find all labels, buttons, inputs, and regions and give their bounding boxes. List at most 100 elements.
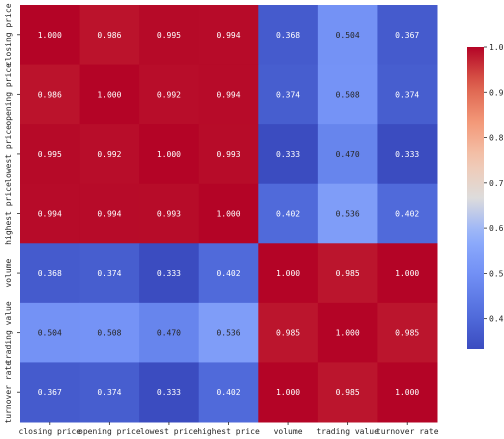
x-tick-label: highest price [197,427,260,436]
heatmap-cell [377,302,438,363]
heatmap-cell [377,183,438,244]
heatmap-cell [20,183,81,244]
heatmap-cells [20,5,438,423]
cell-value-label: 1.000 [395,269,419,278]
cell-value-label: 1.000 [395,388,419,397]
cell-value-label: 0.994 [97,210,121,219]
heatmap-cell [139,243,200,304]
cell-value-label: 0.333 [395,150,419,159]
cell-value-label: 0.333 [157,388,181,397]
cell-value-label: 0.986 [97,31,121,40]
cell-value-label: 0.536 [336,210,360,219]
cell-value-label: 0.994 [216,90,240,99]
y-tick-label: trading value [4,301,13,364]
cell-value-label: 0.992 [97,150,121,159]
y-tick-label: turnover rate [4,361,13,424]
cell-value-label: 0.402 [395,210,419,219]
cell-value-label: 0.993 [216,150,240,159]
heatmap-cell [198,5,259,66]
cell-value-label: 1.000 [276,388,300,397]
cell-value-label: 1.000 [216,210,240,219]
cell-value-label: 0.992 [157,90,181,99]
cell-value-label: 0.508 [97,329,121,338]
heatmap-cell [317,302,378,363]
heatmap-cell [258,243,319,304]
cell-value-label: 0.985 [336,388,360,397]
heatmap-cell [198,302,259,363]
cell-value-label: 1.000 [336,329,360,338]
heatmap-cell [377,362,438,423]
cell-value-label: 0.985 [395,329,419,338]
colorbar-gradient [467,47,484,349]
heatmap-cell [198,243,259,304]
heatmap-cell [198,362,259,423]
cell-value-label: 0.508 [336,90,360,99]
x-tick-label: volume [274,427,303,436]
x-tick-label: closing price [18,427,81,436]
cell-value-label: 0.402 [216,269,240,278]
heatmap-cell [198,124,259,185]
heatmap-cell [377,243,438,304]
heatmap-cell [258,362,319,423]
cell-value-label: 0.402 [276,210,300,219]
heatmap-cell [258,124,319,185]
cell-value-label: 0.994 [216,31,240,40]
colorbar-tick-label: 1.0 [489,43,504,52]
heatmap-cell [139,64,200,125]
cell-value-label: 0.504 [38,329,62,338]
heatmap-cell [317,124,378,185]
cell-value-label: 0.995 [157,31,181,40]
cell-value-label: 1.000 [38,31,62,40]
heatmap-cell [317,64,378,125]
cell-value-label: 1.000 [276,269,300,278]
cell-value-label: 0.333 [276,150,300,159]
cell-value-label: 0.367 [38,388,62,397]
y-tick-label: closing price [4,3,13,66]
heatmap-cell [139,183,200,244]
heatmap-cell [258,183,319,244]
y-tick-label: volume [4,258,13,287]
heatmap-cell [317,362,378,423]
cell-value-labels: 1.000 0.986 0.995 0.994 0.368 0.504 0.367 0.986… [38,31,420,397]
heatmap-cell [258,302,319,363]
x-tick-label: trading value [316,427,379,436]
colorbar-tick-label: 0.5 [489,269,504,278]
colorbar-tick-label: 0.7 [489,179,504,188]
cell-value-label: 0.504 [336,31,360,40]
colorbar: 0.4 0.5 0.6 0.7 0.8 0.9 1.0 [467,43,504,349]
cell-value-label: 0.374 [97,269,121,278]
colorbar-tick-label: 0.8 [489,134,504,143]
heatmap-cell [79,64,140,125]
heatmap-cell [20,302,81,363]
cell-value-label: 0.368 [38,269,62,278]
cell-value-label: 0.985 [336,269,360,278]
colorbar-tick-label: 0.9 [489,88,504,97]
x-tick-label: opening price [78,427,141,436]
heatmap-cell [377,124,438,185]
x-tick-label: lowest price [140,427,198,436]
heatmap-cell [20,64,81,125]
cell-value-label: 0.995 [38,150,62,159]
cell-value-label: 0.994 [38,210,62,219]
y-tick-label: highest price [4,182,13,245]
heatmap-cell [317,5,378,66]
heatmap-cell [20,124,81,185]
x-tick-label: turnover rate [376,427,439,436]
heatmap-cell [139,124,200,185]
heatmap-cell [258,64,319,125]
heatmap-cell [317,243,378,304]
cell-value-label: 0.374 [97,388,121,397]
cell-value-label: 0.993 [157,210,181,219]
heatmap-cell [79,5,140,66]
cell-value-label: 0.374 [276,90,300,99]
cell-value-label: 0.985 [276,329,300,338]
heatmap-cell [20,243,81,304]
heatmap-cell [79,302,140,363]
colorbar-tick-label: 0.6 [489,224,504,233]
cell-value-label: 0.402 [216,388,240,397]
cell-value-label: 0.986 [38,90,62,99]
cell-value-label: 0.368 [276,31,300,40]
